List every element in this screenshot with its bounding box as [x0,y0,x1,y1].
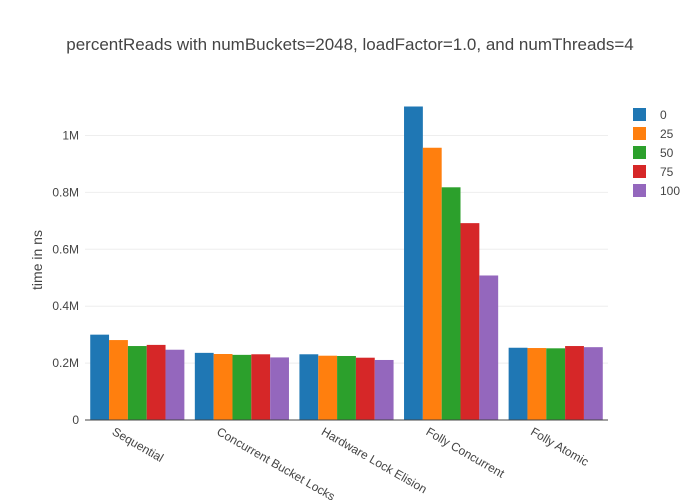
x-tick-label: Folly Concurrent [424,424,508,480]
bar[interactable] [251,354,271,420]
bar[interactable] [337,355,356,420]
bar[interactable] [404,106,423,421]
x-tick-label: Folly Atomic [528,424,591,468]
x-tick-label: Sequential [110,424,166,464]
bar[interactable] [508,347,528,420]
bar[interactable] [232,354,252,420]
legend-label[interactable]: 0 [660,108,667,122]
y-tick-label: 0.2M [52,356,79,370]
legend-label[interactable]: 100 [660,184,680,198]
bar[interactable] [479,275,499,420]
legend-label[interactable]: 25 [660,127,674,141]
bar[interactable] [374,359,394,420]
legend-label[interactable]: 75 [660,165,674,179]
legend-swatch[interactable] [633,127,646,140]
bar[interactable] [165,349,185,420]
bar[interactable] [583,347,603,420]
bar[interactable] [213,354,233,420]
legend-swatch[interactable] [633,146,646,159]
x-axis-ticks: Sequential Concurrent Bucket LocksHardwar… [110,424,591,500]
bar[interactable] [127,346,147,420]
legend[interactable]: 0 25 50 75 100 [633,108,680,198]
bar[interactable] [146,344,166,420]
y-tick-label: 0.4M [52,299,79,313]
chart-title: percentReads with numBuckets=2048, loadF… [66,35,633,54]
bar[interactable] [441,187,461,420]
legend-label[interactable]: 50 [660,146,674,160]
bar[interactable] [355,357,375,420]
bar[interactable] [90,334,110,420]
bar[interactable] [565,346,584,420]
bar[interactable] [318,355,338,420]
legend-swatch[interactable] [633,165,646,178]
y-tick-label: 0 [72,413,79,427]
bar[interactable] [546,348,566,420]
bar[interactable] [194,352,214,420]
y-axis-title: time in ns [29,230,45,290]
legend-swatch[interactable] [633,184,646,197]
legend-swatch[interactable] [633,108,646,121]
y-tick-label: 0.8M [52,185,79,199]
bars [90,106,603,421]
y-axis-ticks: 0 0.2M 0.4M 0.6M 0.8M 1M [52,129,79,427]
bar[interactable] [270,357,289,420]
bar[interactable] [299,354,319,420]
gridlines [85,135,608,364]
bar[interactable] [422,147,442,420]
bar[interactable] [460,223,480,420]
bar[interactable] [109,340,128,420]
y-tick-label: 0.6M [52,242,79,256]
y-tick-label: 1M [62,129,79,143]
bar[interactable] [527,348,547,420]
x-tick-label: Hardware Lock Elision [319,424,429,496]
